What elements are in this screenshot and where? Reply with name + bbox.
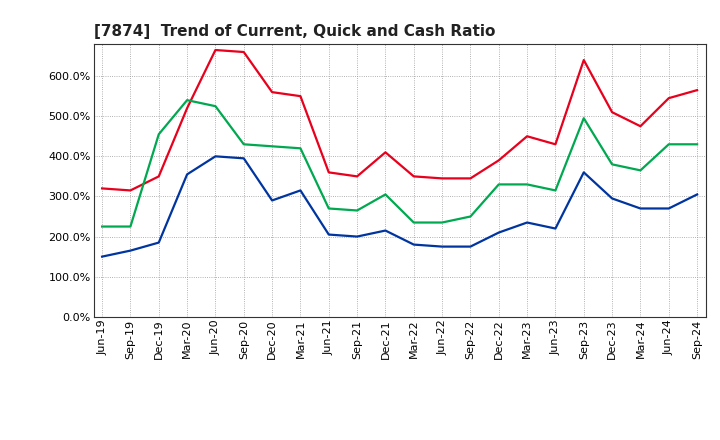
- Cash Ratio: [98, 254, 107, 259]
- Cash Ratio: [665, 206, 673, 211]
- Current Ratio: [268, 89, 276, 95]
- Current Ratio: [183, 106, 192, 111]
- Quick Ratio: [268, 143, 276, 149]
- Current Ratio: [466, 176, 474, 181]
- Current Ratio: [240, 49, 248, 55]
- Cash Ratio: [240, 156, 248, 161]
- Current Ratio: [438, 176, 446, 181]
- Current Ratio: [410, 174, 418, 179]
- Cash Ratio: [551, 226, 559, 231]
- Current Ratio: [353, 174, 361, 179]
- Current Ratio: [155, 174, 163, 179]
- Current Ratio: [523, 134, 531, 139]
- Quick Ratio: [580, 116, 588, 121]
- Quick Ratio: [296, 146, 305, 151]
- Current Ratio: [608, 110, 616, 115]
- Quick Ratio: [608, 162, 616, 167]
- Quick Ratio: [438, 220, 446, 225]
- Cash Ratio: [268, 198, 276, 203]
- Line: Quick Ratio: Quick Ratio: [102, 100, 697, 227]
- Quick Ratio: [523, 182, 531, 187]
- Current Ratio: [296, 94, 305, 99]
- Quick Ratio: [636, 168, 644, 173]
- Quick Ratio: [126, 224, 135, 229]
- Quick Ratio: [353, 208, 361, 213]
- Quick Ratio: [240, 142, 248, 147]
- Quick Ratio: [466, 214, 474, 219]
- Quick Ratio: [381, 192, 390, 197]
- Cash Ratio: [438, 244, 446, 249]
- Cash Ratio: [466, 244, 474, 249]
- Quick Ratio: [98, 224, 107, 229]
- Current Ratio: [551, 142, 559, 147]
- Current Ratio: [665, 95, 673, 101]
- Current Ratio: [325, 170, 333, 175]
- Quick Ratio: [155, 132, 163, 137]
- Quick Ratio: [325, 206, 333, 211]
- Current Ratio: [126, 188, 135, 193]
- Cash Ratio: [183, 172, 192, 177]
- Cash Ratio: [353, 234, 361, 239]
- Quick Ratio: [211, 103, 220, 109]
- Cash Ratio: [126, 248, 135, 253]
- Current Ratio: [580, 57, 588, 62]
- Cash Ratio: [381, 228, 390, 233]
- Cash Ratio: [155, 240, 163, 245]
- Current Ratio: [211, 48, 220, 53]
- Cash Ratio: [410, 242, 418, 247]
- Current Ratio: [693, 88, 701, 93]
- Quick Ratio: [551, 188, 559, 193]
- Current Ratio: [381, 150, 390, 155]
- Cash Ratio: [211, 154, 220, 159]
- Cash Ratio: [693, 192, 701, 197]
- Quick Ratio: [410, 220, 418, 225]
- Cash Ratio: [296, 188, 305, 193]
- Current Ratio: [98, 186, 107, 191]
- Quick Ratio: [495, 182, 503, 187]
- Cash Ratio: [608, 196, 616, 201]
- Cash Ratio: [636, 206, 644, 211]
- Quick Ratio: [183, 98, 192, 103]
- Cash Ratio: [523, 220, 531, 225]
- Current Ratio: [636, 124, 644, 129]
- Cash Ratio: [325, 232, 333, 237]
- Cash Ratio: [495, 230, 503, 235]
- Line: Cash Ratio: Cash Ratio: [102, 156, 697, 257]
- Cash Ratio: [580, 170, 588, 175]
- Quick Ratio: [665, 142, 673, 147]
- Current Ratio: [495, 158, 503, 163]
- Text: [7874]  Trend of Current, Quick and Cash Ratio: [7874] Trend of Current, Quick and Cash …: [94, 24, 495, 39]
- Line: Current Ratio: Current Ratio: [102, 50, 697, 191]
- Quick Ratio: [693, 142, 701, 147]
